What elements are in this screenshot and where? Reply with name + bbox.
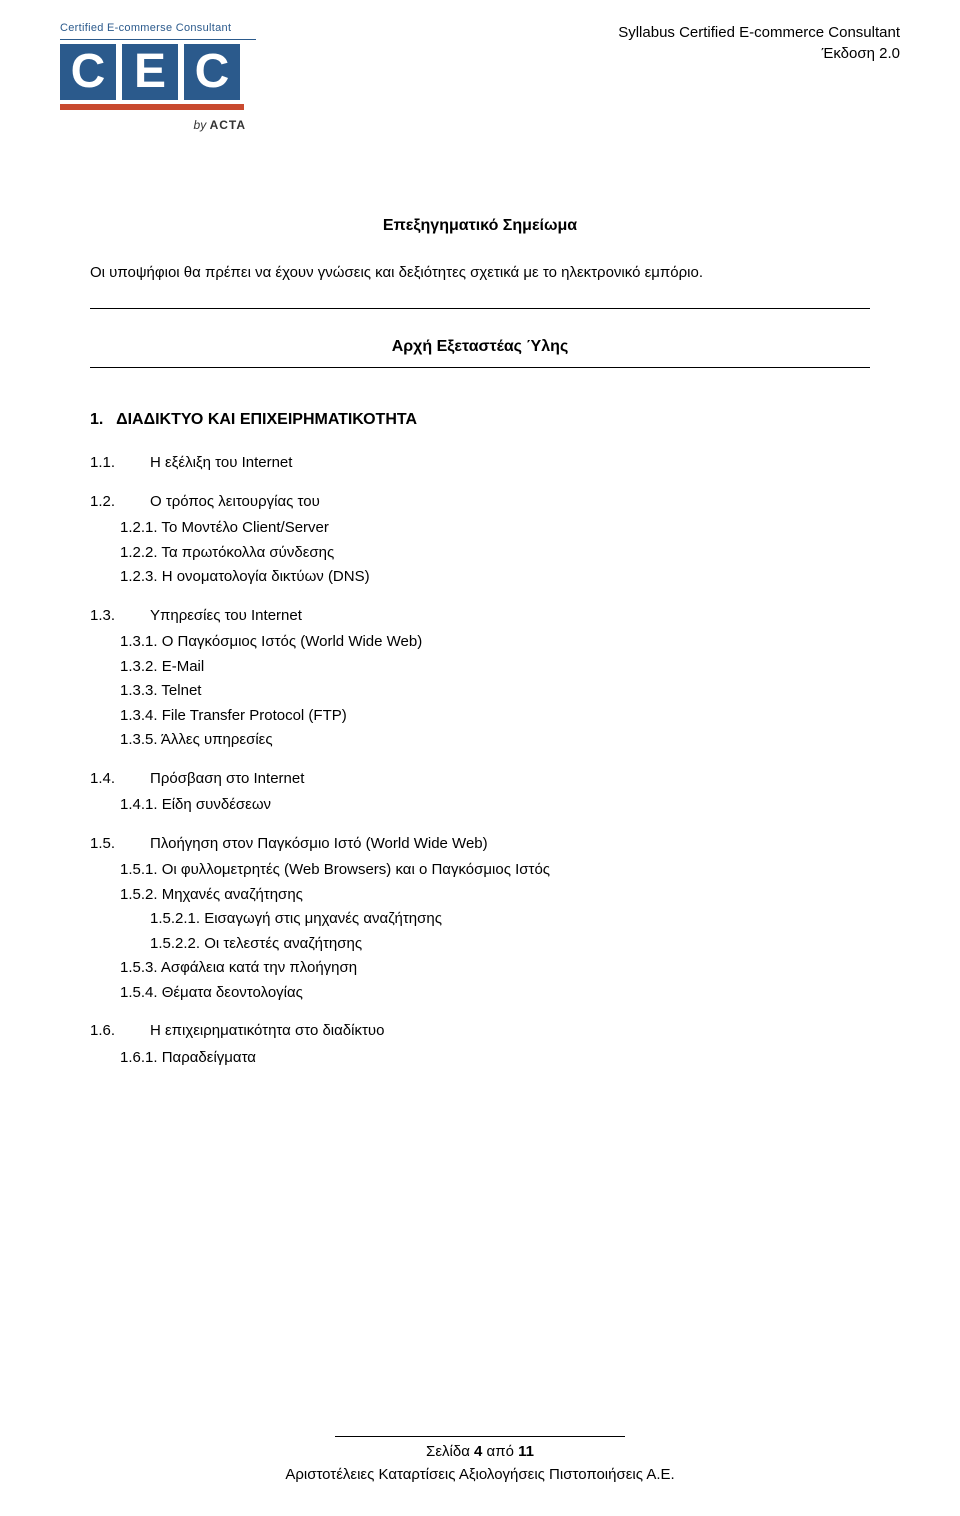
outline-item: 1.2.3. Η ονοματολογία δικτύων (DNS) bbox=[90, 566, 870, 589]
document-page: Certified E-commerse Consultant C E C by… bbox=[0, 0, 960, 1516]
start-section-block: Αρχή Εξεταστέας Ύλης bbox=[90, 308, 870, 368]
outline-item: 1.3.2. E-Mail bbox=[90, 656, 870, 679]
footer-divider-line bbox=[335, 1436, 625, 1437]
outline-text: Ο τρόπος λειτουργίας του bbox=[150, 493, 320, 510]
outline-item: 1.3.1. Ο Παγκόσμιος Ιστός (World Wide We… bbox=[90, 631, 870, 654]
outline-item: 1.3.3. Telnet bbox=[90, 680, 870, 703]
outline-num: 1.3. bbox=[90, 605, 150, 628]
outline-item: 1.6.Η επιχειρηματικότητα στο διαδίκτυο bbox=[90, 1020, 870, 1043]
outline-item: 1.5.2.1. Εισαγωγή στις μηχανές αναζήτηση… bbox=[90, 908, 870, 931]
hr-bottom bbox=[90, 367, 870, 368]
acta-text: ACTA bbox=[210, 118, 246, 132]
explanatory-title: Επεξηγηματικό Σημείωμα bbox=[90, 214, 870, 238]
outline-item: 1.4.Πρόσβαση στο Internet bbox=[90, 768, 870, 791]
outline-text: Πρόσβαση στο Internet bbox=[150, 770, 304, 787]
header-right: Syllabus Certified E-commerce Consultant… bbox=[618, 20, 900, 64]
outline-num: 1.4. bbox=[90, 768, 150, 791]
chapter-heading: 1. ΔΙΑΔΙΚΤΥΟ ΚΑΙ ΕΠΙΧΕΙΡΗΜΑΤΙΚΟΤΗΤΑ bbox=[90, 408, 870, 432]
footer-page-of: από bbox=[482, 1443, 518, 1460]
page-footer: Σελίδα 4 από 11 Αριστοτέλειες Καταρτίσει… bbox=[0, 1436, 960, 1486]
outline-text: Η εξέλιξη του Internet bbox=[150, 454, 292, 471]
by-text: by bbox=[194, 118, 210, 132]
content-area: Επεξηγηματικό Σημείωμα Οι υποψήφιοι θα π… bbox=[60, 214, 900, 1070]
outline-item: 1.5.1. Οι φυλλομετρητές (Web Browsers) κ… bbox=[90, 859, 870, 882]
outline-item: 1.5.2. Μηχανές αναζήτησης bbox=[90, 884, 870, 907]
outline-item: 1.4.1. Είδη συνδέσεων bbox=[90, 794, 870, 817]
footer-org: Αριστοτέλειες Καταρτίσεις Αξιολογήσεις Π… bbox=[0, 1464, 960, 1487]
outline-item: 1.3.4. File Transfer Protocol (FTP) bbox=[90, 705, 870, 728]
outline-item: 1.5.3. Ασφάλεια κατά την πλοήγηση bbox=[90, 957, 870, 980]
header-right-line2: Έκδοση 2.0 bbox=[618, 43, 900, 64]
outline-item: 1.2.Ο τρόπος λειτουργίας του bbox=[90, 491, 870, 514]
chapter-num: 1. bbox=[90, 411, 103, 428]
outline-num: 1.1. bbox=[90, 452, 150, 475]
outline-item: 1.2.1. Το Μοντέλο Client/Server bbox=[90, 517, 870, 540]
outline-num: 1.6. bbox=[90, 1020, 150, 1043]
outline-item: 1.2.2. Τα πρωτόκολλα σύνδεσης bbox=[90, 542, 870, 565]
cec-underline-bar bbox=[60, 104, 244, 110]
footer-page-info: Σελίδα 4 από 11 bbox=[0, 1441, 960, 1464]
outline-text: Πλοήγηση στον Παγκόσμιο Ιστό (World Wide… bbox=[150, 835, 488, 852]
cec-letter-c1: C bbox=[60, 44, 116, 100]
cec-letter-e: E bbox=[122, 44, 178, 100]
cec-letter-c2: C bbox=[184, 44, 240, 100]
outline-item: 1.3.Υπηρεσίες του Internet bbox=[90, 605, 870, 628]
by-acta-caption: by ACTA bbox=[194, 116, 246, 134]
footer-page-total: 11 bbox=[518, 1443, 534, 1460]
outline-item: 1.5.4. Θέματα δεοντολογίας bbox=[90, 982, 870, 1005]
logo-block: Certified E-commerse Consultant C E C by… bbox=[60, 20, 256, 134]
page-header: Certified E-commerse Consultant C E C by… bbox=[60, 20, 900, 134]
outline-item: 1.5.Πλοήγηση στον Παγκόσμιο Ιστό (World … bbox=[90, 833, 870, 856]
chapter-title-text: ΔΙΑΔΙΚΤΥΟ ΚΑΙ ΕΠΙΧΕΙΡΗΜΑΤΙΚΟΤΗΤΑ bbox=[116, 411, 417, 428]
cec-logo: C E C bbox=[60, 44, 240, 100]
outline-num: 1.5. bbox=[90, 833, 150, 856]
outline-item: 1.3.5. Άλλες υπηρεσίες bbox=[90, 729, 870, 752]
explanatory-body: Οι υποψήφιοι θα πρέπει να έχουν γνώσεις … bbox=[90, 262, 870, 285]
header-right-line1: Syllabus Certified E-commerce Consultant bbox=[618, 22, 900, 43]
outline-item: 1.6.1. Παραδείγματα bbox=[90, 1047, 870, 1070]
outline-text: Η επιχειρηματικότητα στο διαδίκτυο bbox=[150, 1022, 384, 1039]
logo-caption: Certified E-commerse Consultant bbox=[60, 20, 231, 37]
outline-text: Υπηρεσίες του Internet bbox=[150, 607, 302, 624]
outline-num: 1.2. bbox=[90, 491, 150, 514]
outline-item: 1.1.Η εξέλιξη του Internet bbox=[90, 452, 870, 475]
hr-top bbox=[90, 308, 870, 309]
start-section-title: Αρχή Εξεταστέας Ύλης bbox=[90, 327, 870, 363]
outline-item: 1.5.2.2. Οι τελεστές αναζήτησης bbox=[90, 933, 870, 956]
footer-page-label: Σελίδα bbox=[426, 1443, 474, 1460]
